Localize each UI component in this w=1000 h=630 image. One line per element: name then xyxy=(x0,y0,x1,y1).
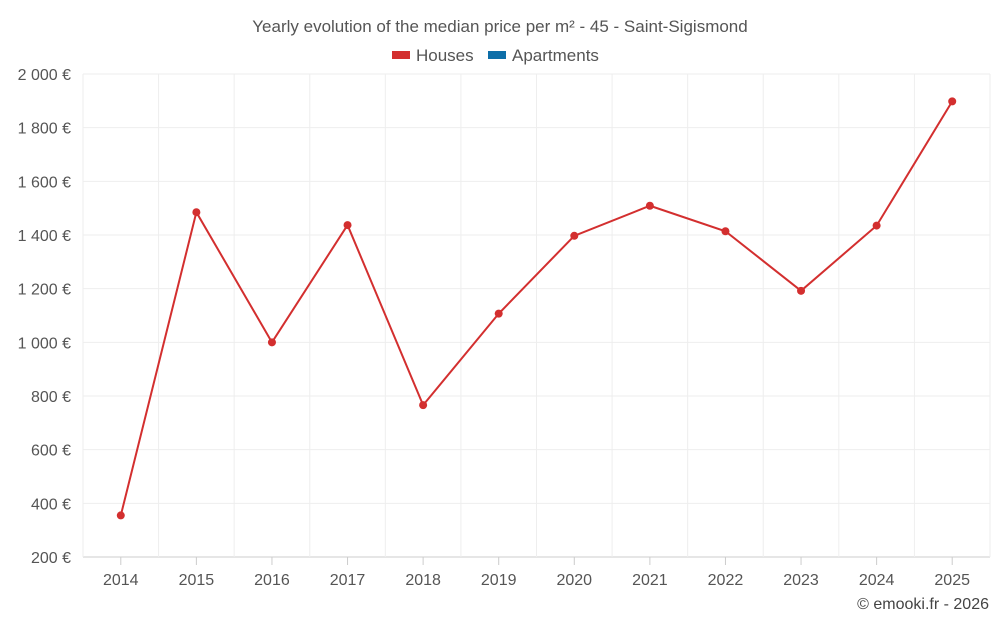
data-point-houses xyxy=(494,309,503,318)
legend: Houses Apartments xyxy=(392,46,599,65)
y-tick-label: 800 € xyxy=(31,389,71,406)
legend-swatch-houses xyxy=(392,51,410,59)
grid-layer xyxy=(82,73,991,558)
x-tick-label: 2024 xyxy=(859,572,895,589)
legend-label-houses: Houses xyxy=(416,46,474,65)
x-tick-label: 2023 xyxy=(783,572,819,589)
y-tick-label: 400 € xyxy=(31,496,71,513)
series-line-houses xyxy=(119,100,954,516)
credit-text: © emooki.fr - 2026 xyxy=(857,596,989,613)
data-point-houses xyxy=(267,338,276,347)
data-point-houses xyxy=(872,221,881,230)
data-point-houses xyxy=(419,401,428,410)
x-tick-label: 2021 xyxy=(632,572,668,589)
data-point-houses xyxy=(343,221,352,230)
axis-layer: 200 € 400 € 600 € 800 € 1 000 € 1 200 € 1 400 … xyxy=(18,67,970,589)
x-tick-label: 2017 xyxy=(330,572,366,589)
legend-label-apartments: Apartments xyxy=(512,46,599,65)
x-tick-label: 2022 xyxy=(708,572,744,589)
x-tick-label: 2016 xyxy=(254,572,290,589)
x-tick-label: 2015 xyxy=(179,572,215,589)
y-tick-label: 1 000 € xyxy=(18,335,71,352)
data-point-houses xyxy=(721,227,730,236)
x-tick-label: 2019 xyxy=(481,572,517,589)
data-point-houses xyxy=(192,208,201,217)
series-layer xyxy=(116,97,957,520)
y-tick-label: 600 € xyxy=(31,443,71,460)
data-point-houses xyxy=(645,201,654,210)
y-tick-label: 1 200 € xyxy=(18,282,71,299)
chart-title: Yearly evolution of the median price per… xyxy=(252,17,747,36)
y-tick-label: 1 600 € xyxy=(18,174,71,191)
x-tick-label: 2014 xyxy=(103,572,139,589)
data-point-houses xyxy=(570,231,579,240)
y-tick-label: 1 800 € xyxy=(18,121,71,138)
x-tick-label: 2020 xyxy=(556,572,592,589)
x-tick-label: 2018 xyxy=(405,572,441,589)
y-tick-label: 2 000 € xyxy=(18,67,71,84)
legend-swatch-apartments xyxy=(488,51,506,59)
y-tick-label: 200 € xyxy=(31,550,71,567)
data-point-houses xyxy=(797,286,806,295)
data-point-houses xyxy=(116,511,125,520)
data-point-houses xyxy=(948,97,957,106)
y-tick-label: 1 400 € xyxy=(18,228,71,245)
x-tick-label: 2025 xyxy=(934,572,970,589)
